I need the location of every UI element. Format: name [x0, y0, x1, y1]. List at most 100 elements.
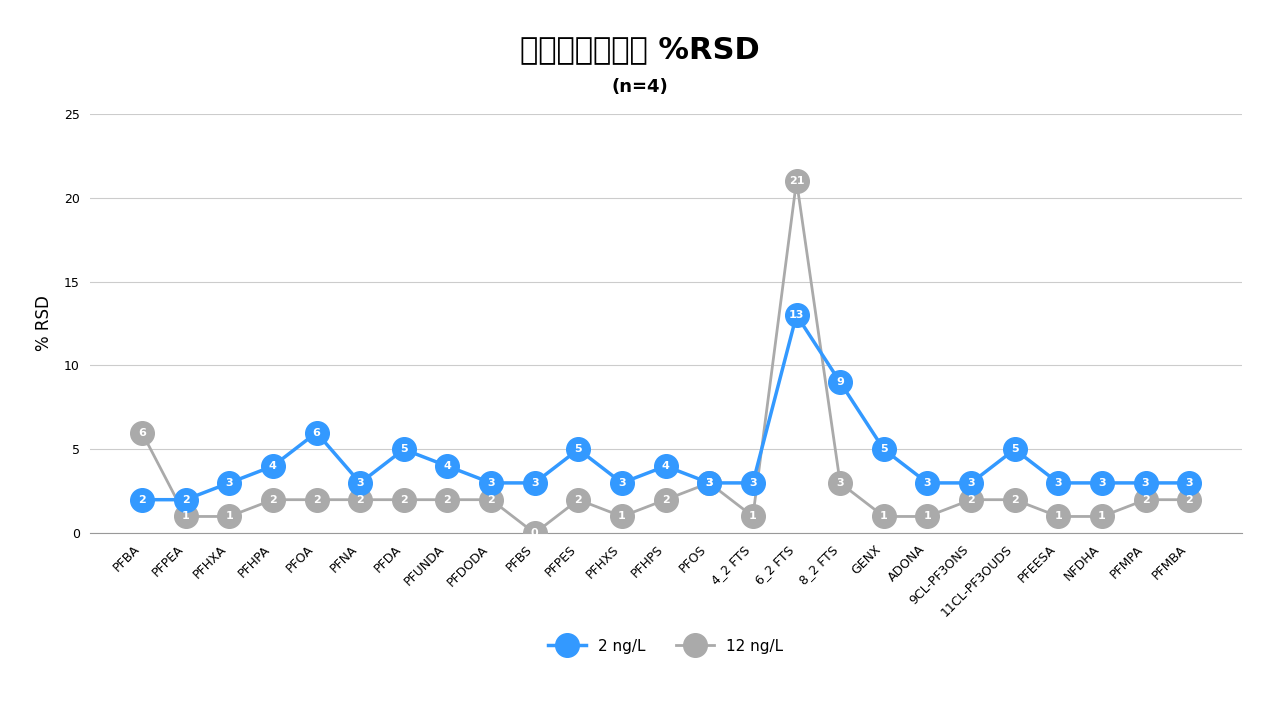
2 ng/L — [788, 311, 804, 319]
12 ng/L — [832, 479, 847, 487]
2 ng/L — [1051, 479, 1066, 487]
Text: 1: 1 — [618, 511, 626, 521]
Text: 1: 1 — [1055, 511, 1062, 521]
2 ng/L — [396, 445, 411, 454]
Text: 飲料水における %RSD: 飲料水における %RSD — [520, 36, 760, 65]
12 ng/L — [571, 496, 586, 504]
12 ng/L — [308, 496, 324, 504]
Text: 1: 1 — [749, 511, 756, 521]
Text: 1: 1 — [182, 511, 189, 521]
Text: 1: 1 — [879, 511, 887, 521]
Text: 3: 3 — [1185, 478, 1193, 488]
12 ng/L — [484, 496, 499, 504]
2 ng/L — [701, 479, 717, 487]
2 ng/L — [134, 496, 150, 504]
Text: 2: 2 — [488, 495, 495, 505]
12 ng/L — [745, 512, 760, 520]
Text: 2: 2 — [1011, 495, 1019, 505]
Text: 3: 3 — [531, 478, 539, 488]
Text: 3: 3 — [968, 478, 975, 488]
Text: 3: 3 — [488, 478, 495, 488]
2 ng/L — [876, 445, 891, 454]
12 ng/L — [920, 512, 936, 520]
Legend: 2 ng/L, 12 ng/L: 2 ng/L, 12 ng/L — [541, 633, 790, 660]
Text: 13: 13 — [788, 310, 804, 320]
Text: 3: 3 — [705, 478, 713, 488]
Text: 2: 2 — [182, 495, 189, 505]
Text: 21: 21 — [788, 176, 804, 186]
12 ng/L — [1051, 512, 1066, 520]
12 ng/L — [964, 496, 979, 504]
Text: (n=4): (n=4) — [612, 78, 668, 96]
Text: 2: 2 — [968, 495, 975, 505]
12 ng/L — [876, 512, 891, 520]
2 ng/L — [308, 428, 324, 437]
Text: 2: 2 — [662, 495, 669, 505]
Text: 4: 4 — [269, 461, 276, 471]
Text: 3: 3 — [749, 478, 756, 488]
Text: 4: 4 — [662, 461, 669, 471]
Text: 2: 2 — [575, 495, 582, 505]
12 ng/L — [658, 496, 673, 504]
Text: 5: 5 — [399, 444, 407, 454]
2 ng/L — [440, 462, 456, 471]
Text: 2: 2 — [312, 495, 320, 505]
Text: 2: 2 — [1185, 495, 1193, 505]
Text: 1: 1 — [924, 511, 932, 521]
Text: 2: 2 — [269, 495, 276, 505]
12 ng/L — [178, 512, 193, 520]
2 ng/L — [1138, 479, 1153, 487]
Line: 12 ng/L: 12 ng/L — [131, 169, 1201, 545]
Text: 5: 5 — [1011, 444, 1019, 454]
2 ng/L — [1007, 445, 1023, 454]
Text: 3: 3 — [618, 478, 626, 488]
2 ng/L — [832, 378, 847, 387]
12 ng/L — [614, 512, 630, 520]
2 ng/L — [920, 479, 936, 487]
12 ng/L — [527, 529, 543, 538]
Text: 3: 3 — [705, 478, 713, 488]
2 ng/L — [178, 496, 193, 504]
2 ng/L — [658, 462, 673, 471]
2 ng/L — [352, 479, 367, 487]
2 ng/L — [745, 479, 760, 487]
Text: 3: 3 — [225, 478, 233, 488]
12 ng/L — [1181, 496, 1197, 504]
Text: 6: 6 — [312, 427, 320, 437]
Text: 9: 9 — [836, 378, 844, 387]
Y-axis label: % RSD: % RSD — [35, 296, 52, 351]
Text: 5: 5 — [575, 444, 582, 454]
12 ng/L — [701, 479, 717, 487]
Text: 3: 3 — [1055, 478, 1062, 488]
Text: 2: 2 — [138, 495, 146, 505]
2 ng/L — [614, 479, 630, 487]
2 ng/L — [265, 462, 280, 471]
Text: 2: 2 — [1142, 495, 1149, 505]
12 ng/L — [265, 496, 280, 504]
2 ng/L — [221, 479, 237, 487]
Text: 4: 4 — [443, 461, 452, 471]
Text: 6: 6 — [138, 427, 146, 437]
2 ng/L — [484, 479, 499, 487]
Text: 5: 5 — [879, 444, 887, 454]
12 ng/L — [352, 496, 367, 504]
Text: 3: 3 — [1098, 478, 1106, 488]
Text: 3: 3 — [836, 478, 844, 488]
Text: 3: 3 — [924, 478, 932, 488]
Text: 3: 3 — [356, 478, 364, 488]
2 ng/L — [571, 445, 586, 454]
Text: 1: 1 — [225, 511, 233, 521]
2 ng/L — [964, 479, 979, 487]
12 ng/L — [788, 176, 804, 185]
Text: 3: 3 — [1142, 478, 1149, 488]
12 ng/L — [1138, 496, 1153, 504]
Text: 2: 2 — [444, 495, 452, 505]
12 ng/L — [134, 428, 150, 437]
12 ng/L — [221, 512, 237, 520]
Line: 2 ng/L: 2 ng/L — [131, 304, 1201, 511]
Text: 1: 1 — [1098, 511, 1106, 521]
2 ng/L — [1094, 479, 1110, 487]
2 ng/L — [527, 479, 543, 487]
12 ng/L — [440, 496, 456, 504]
12 ng/L — [1094, 512, 1110, 520]
